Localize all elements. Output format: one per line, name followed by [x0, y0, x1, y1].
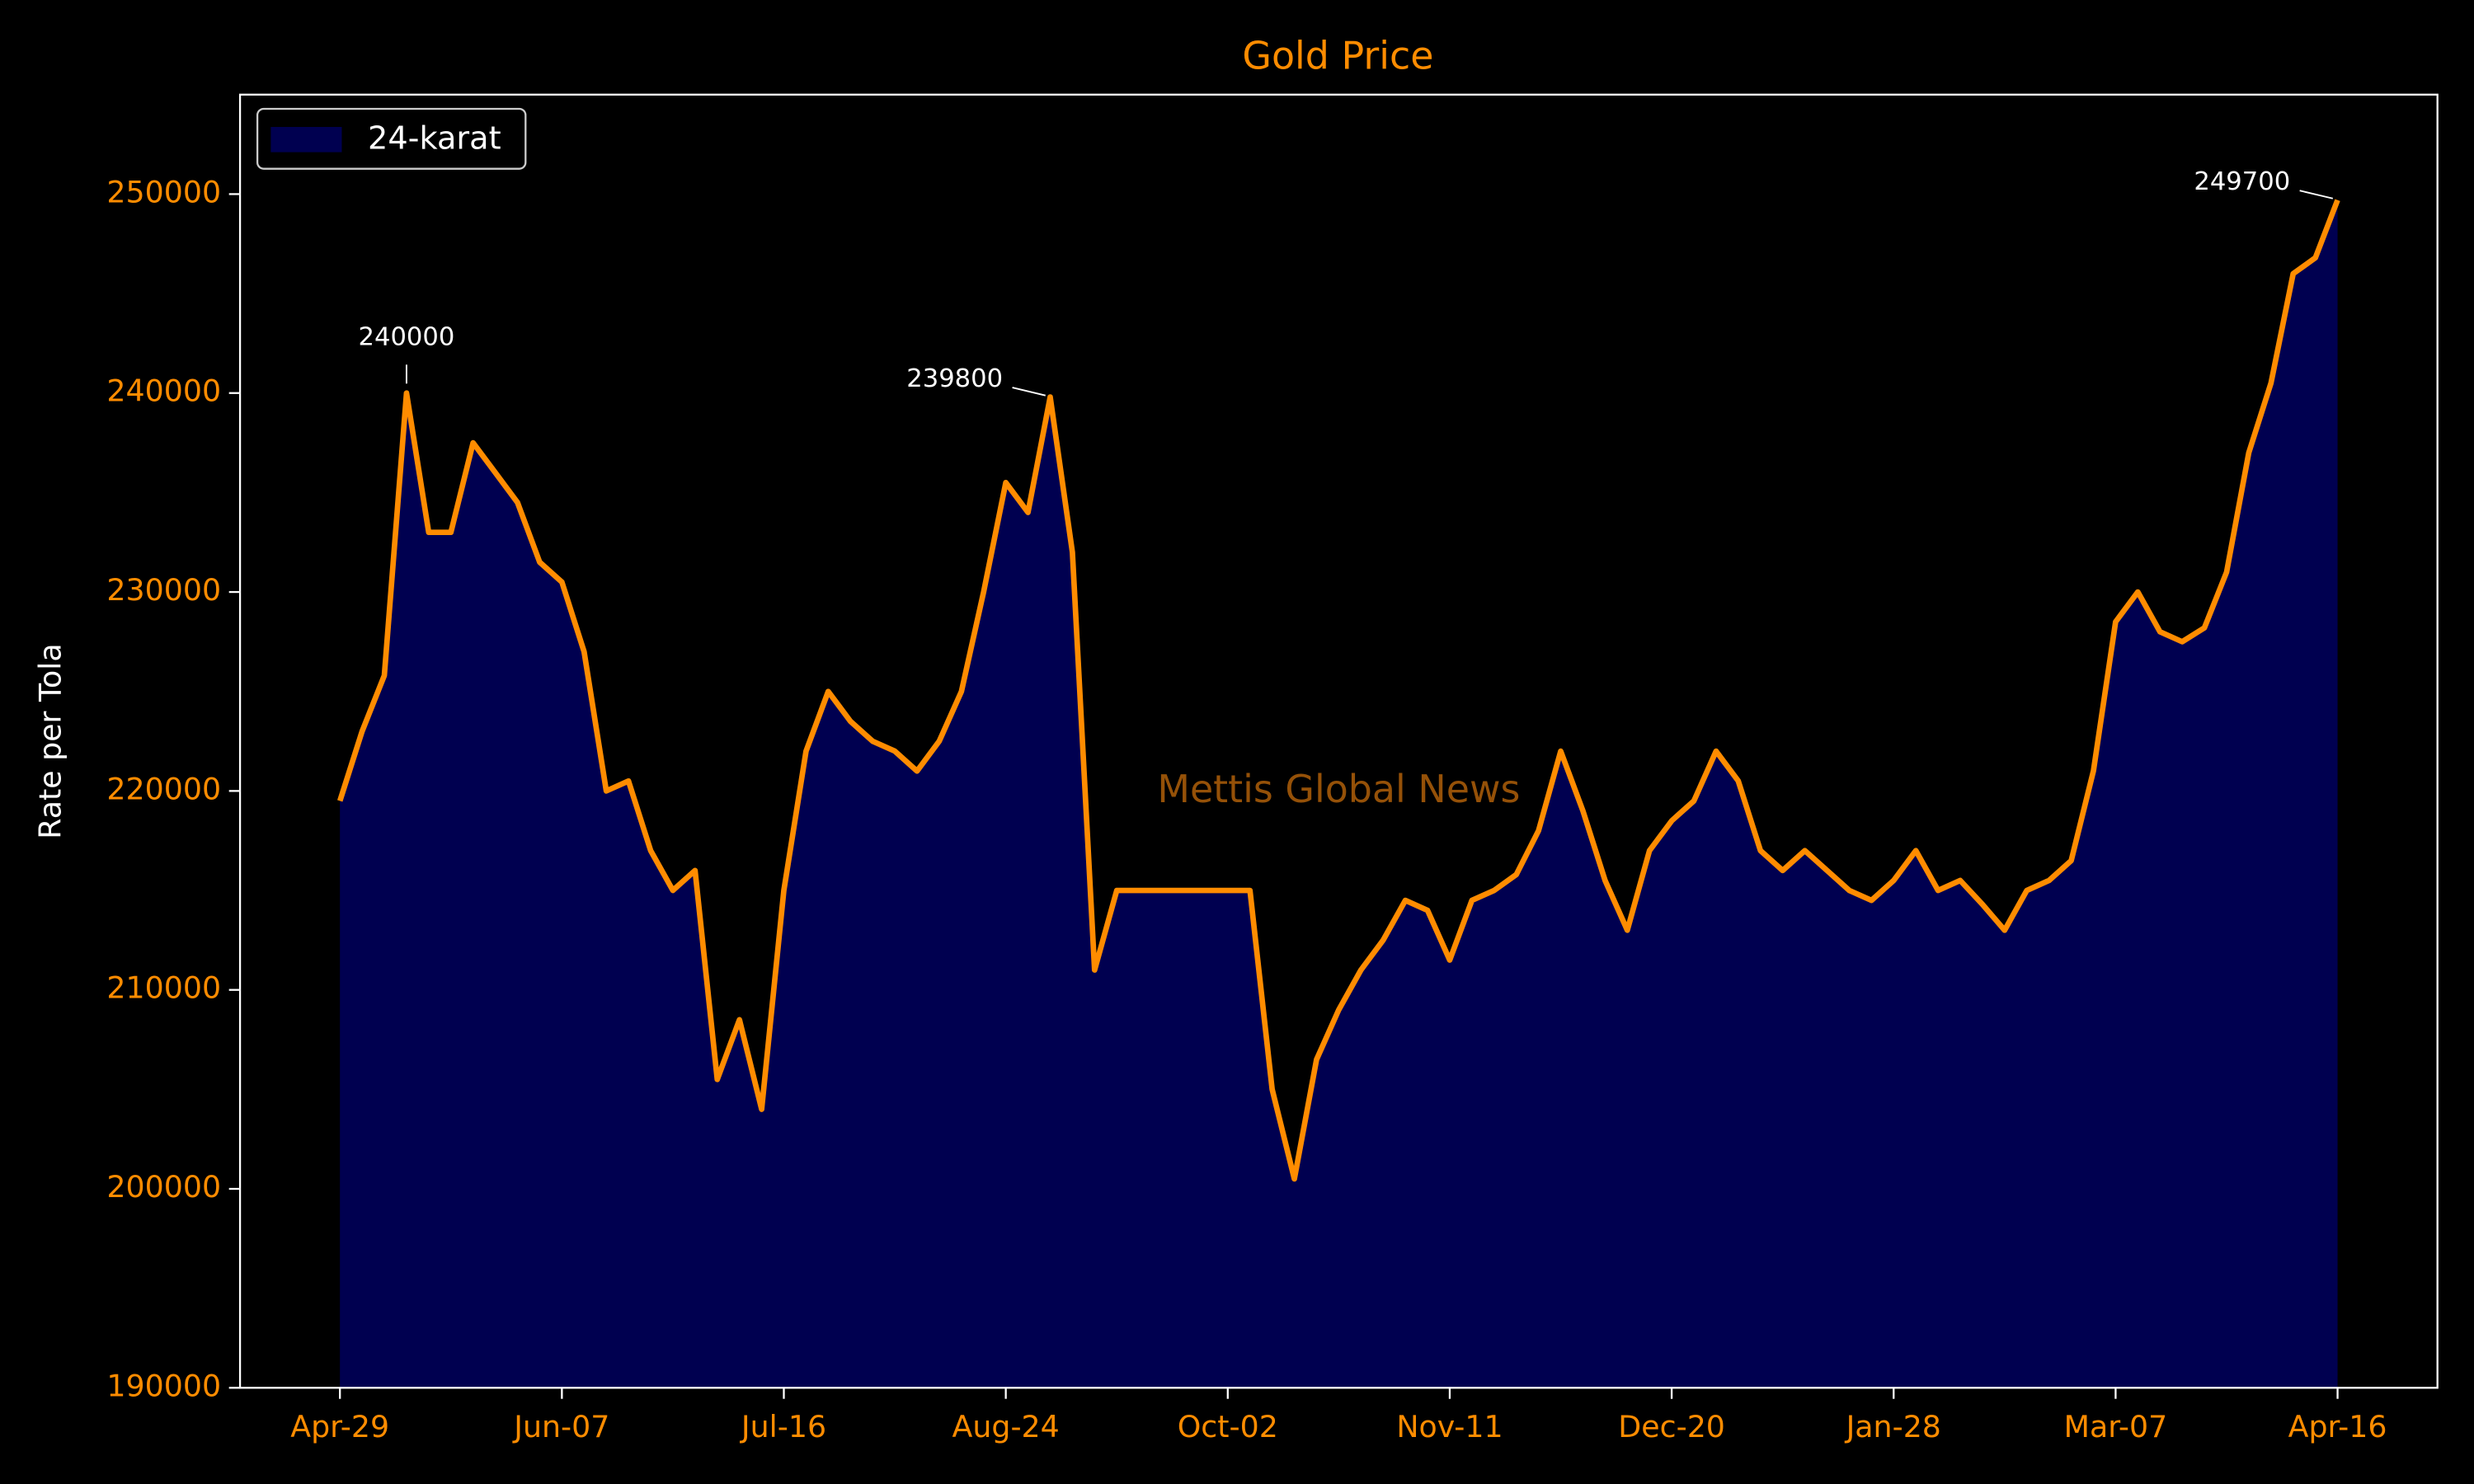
x-tick-label: Aug-24	[952, 1409, 1060, 1444]
y-tick-label: 230000	[106, 572, 221, 608]
x-tick-label: Jul-16	[740, 1409, 826, 1444]
plot-frame	[238, 93, 2439, 1389]
y-tick-label: 220000	[106, 771, 221, 806]
y-tick-label: 250000	[106, 174, 221, 209]
legend-box	[256, 107, 527, 170]
annotation-line	[2299, 190, 2334, 200]
y-tick-label: 210000	[106, 970, 221, 1006]
annotation: 249700	[2194, 167, 2290, 196]
x-tick-label: Apr-29	[290, 1409, 389, 1444]
watermark: Mettis Global News	[1157, 767, 1520, 811]
annotation: 239800	[906, 364, 1003, 393]
x-tick-label: Jun-07	[512, 1409, 609, 1444]
x-tick-label: Jan-28	[1845, 1409, 1941, 1444]
line	[337, 199, 2340, 1182]
y-axis-label: Rate per Tola	[32, 643, 68, 838]
y-tick-label: 190000	[106, 1368, 221, 1403]
x-tick-label: Dec-20	[1618, 1409, 1725, 1444]
annotation-line	[1012, 387, 1046, 397]
x-tick-label: Oct-02	[1178, 1409, 1278, 1444]
x-tick-label: Nov-11	[1396, 1409, 1503, 1444]
legend-swatch	[270, 126, 342, 153]
y-tick-label: 240000	[106, 373, 221, 409]
chart-title: Gold Price	[1242, 33, 1433, 77]
x-tick-label: Mar-07	[2064, 1409, 2168, 1444]
y-tick-label: 200000	[106, 1169, 221, 1205]
x-tick-label: Apr-16	[2288, 1409, 2387, 1444]
legend-label: 24-karat	[368, 120, 501, 157]
area	[340, 200, 2338, 1388]
annotation: 240000	[359, 322, 455, 351]
